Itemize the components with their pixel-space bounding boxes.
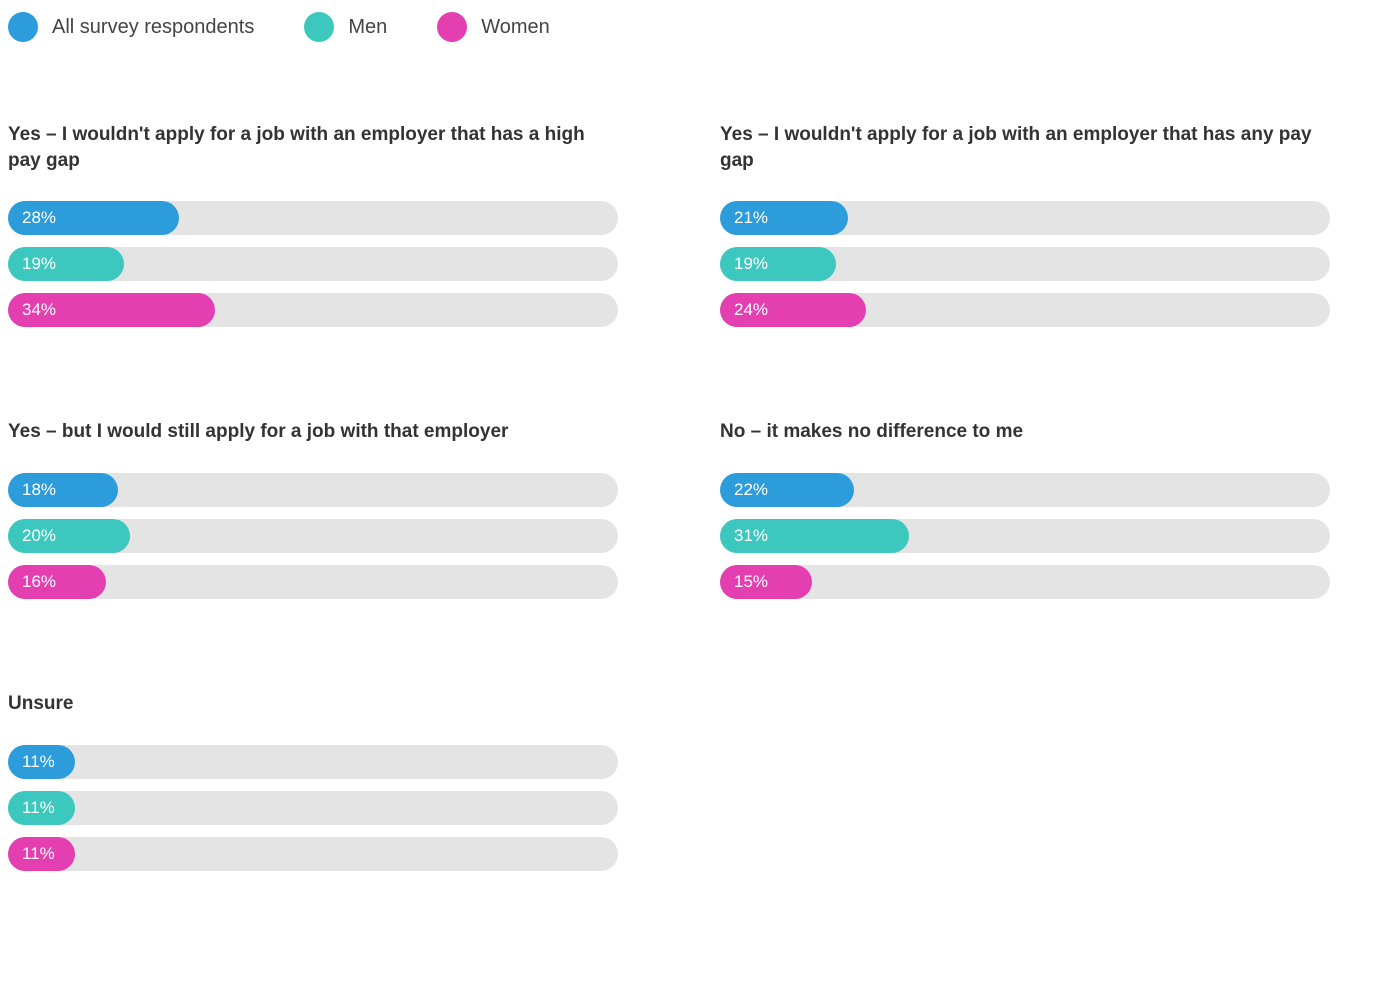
panel: Yes – but I would still apply for a job … — [8, 419, 618, 611]
bar-fill-men: 20% — [8, 519, 130, 553]
panel: Unsure 11% 11% 11% — [8, 691, 618, 883]
bar-fill-women: 11% — [8, 837, 75, 871]
bar-track-women: 16% — [8, 565, 618, 599]
bar-track-all: 18% — [8, 473, 618, 507]
panel-title: Yes – I wouldn't apply for a job with an… — [8, 122, 618, 173]
bar-fill-all: 21% — [720, 201, 848, 235]
bar-fill-men: 19% — [8, 247, 124, 281]
bar-value-label: 22% — [720, 480, 768, 500]
bar-value-label: 11% — [8, 844, 55, 864]
bar-fill-women: 24% — [720, 293, 866, 327]
legend-item-women: Women — [437, 12, 550, 42]
legend-swatch-men — [304, 12, 334, 42]
bar-value-label: 24% — [720, 300, 768, 320]
bar-track-women: 11% — [8, 837, 618, 871]
bar-value-label: 31% — [720, 526, 768, 546]
legend-item-all: All survey respondents — [8, 12, 254, 42]
bar-fill-men: 11% — [8, 791, 75, 825]
bar-track-women: 24% — [720, 293, 1330, 327]
bar-track-men: 31% — [720, 519, 1330, 553]
bar-track-men: 19% — [8, 247, 618, 281]
bar-fill-all: 18% — [8, 473, 118, 507]
panel-title: Yes – but I would still apply for a job … — [8, 419, 618, 445]
bar-value-label: 11% — [8, 752, 55, 772]
legend-item-men: Men — [304, 12, 387, 42]
bar-fill-men: 19% — [720, 247, 836, 281]
bar-track-all: 21% — [720, 201, 1330, 235]
panel-title: Unsure — [8, 691, 618, 717]
bar-value-label: 16% — [8, 572, 56, 592]
bar-value-label: 34% — [8, 300, 56, 320]
panel-title: No – it makes no difference to me — [720, 419, 1330, 445]
bar-value-label: 19% — [8, 254, 56, 274]
bar-fill-women: 15% — [720, 565, 812, 599]
bar-fill-all: 11% — [8, 745, 75, 779]
bar-track-all: 22% — [720, 473, 1330, 507]
bar-track-all: 11% — [8, 745, 618, 779]
legend-label-men: Men — [348, 16, 387, 39]
legend-swatch-women — [437, 12, 467, 42]
bar-fill-women: 16% — [8, 565, 106, 599]
panel: Yes – I wouldn't apply for a job with an… — [8, 122, 618, 339]
bar-fill-all: 22% — [720, 473, 854, 507]
bar-value-label: 18% — [8, 480, 56, 500]
bar-value-label: 20% — [8, 526, 56, 546]
bar-fill-all: 28% — [8, 201, 179, 235]
panel: Yes – I wouldn't apply for a job with an… — [720, 122, 1330, 339]
panels-grid: Yes – I wouldn't apply for a job with an… — [8, 122, 1372, 883]
bar-track-women: 34% — [8, 293, 618, 327]
panel: No – it makes no difference to me 22% 31% 1… — [720, 419, 1330, 611]
bar-track-men: 11% — [8, 791, 618, 825]
bar-track-women: 15% — [720, 565, 1330, 599]
legend-label-all: All survey respondents — [52, 16, 254, 39]
bar-fill-women: 34% — [8, 293, 215, 327]
bar-value-label: 28% — [8, 208, 56, 228]
legend: All survey respondents Men Women — [8, 12, 1372, 42]
legend-label-women: Women — [481, 16, 550, 39]
bar-value-label: 21% — [720, 208, 768, 228]
panel-title: Yes – I wouldn't apply for a job with an… — [720, 122, 1330, 173]
bar-value-label: 15% — [720, 572, 768, 592]
bar-track-men: 20% — [8, 519, 618, 553]
bar-value-label: 19% — [720, 254, 768, 274]
bar-track-all: 28% — [8, 201, 618, 235]
bar-value-label: 11% — [8, 798, 55, 818]
legend-swatch-all — [8, 12, 38, 42]
bar-fill-men: 31% — [720, 519, 909, 553]
bar-track-men: 19% — [720, 247, 1330, 281]
